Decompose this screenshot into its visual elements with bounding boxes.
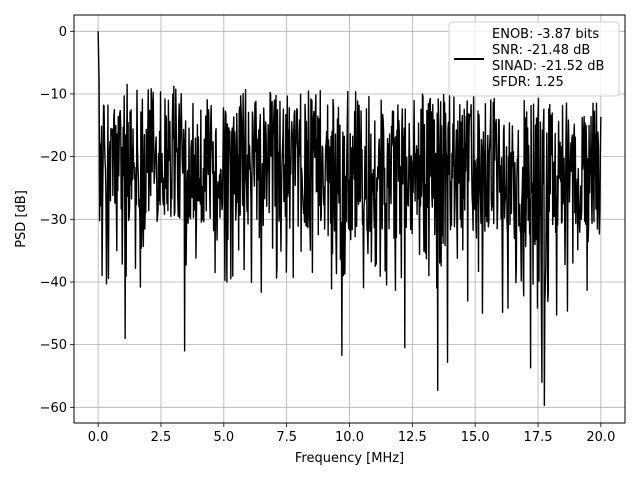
x-tick-label: 7.5	[276, 430, 297, 445]
y-tick-label: −40	[40, 275, 67, 290]
legend-box	[448, 21, 620, 97]
y-tick-label: −30	[40, 213, 67, 228]
x-tick-label: 17.5	[524, 430, 553, 445]
y-tick-label: −50	[40, 338, 67, 353]
y-axis-label: PSD [dB]	[14, 190, 29, 248]
y-tick-label: −60	[40, 401, 67, 416]
psd-series	[97, 31, 602, 407]
legend-line-sinad: SINAD: -21.52 dB	[492, 59, 604, 74]
x-axis-label: Frequency [MHz]	[295, 451, 404, 466]
x-tick-label: 12.5	[398, 430, 427, 445]
y-tick-label: −20	[40, 150, 67, 165]
legend-line-sfdr: SFDR: 1.25	[492, 75, 564, 90]
legend-line-enob: ENOB: -3.87 bits	[492, 27, 599, 42]
y-tick-label: −10	[40, 87, 67, 102]
y-tick-label: 0	[59, 25, 67, 40]
x-tick-label: 10.0	[335, 430, 364, 445]
legend-line-snr: SNR: -21.48 dB	[492, 43, 590, 58]
x-tick-label: 2.5	[151, 430, 172, 445]
psd-line	[97, 31, 602, 407]
x-tick-label: 0.0	[88, 430, 109, 445]
x-tick-label: 5.0	[213, 430, 234, 445]
x-tick-label: 20.0	[586, 430, 615, 445]
axis-ticks: 0.0 2.5 5.0 7.5 10.0 12.5 15.0 17.5 20.0 0 −10 −20 −…	[40, 25, 616, 445]
legend: ENOB: -3.87 bits SNR: -21.48 dB SINAD: -…	[448, 21, 620, 97]
x-tick-label: 15.0	[461, 430, 490, 445]
